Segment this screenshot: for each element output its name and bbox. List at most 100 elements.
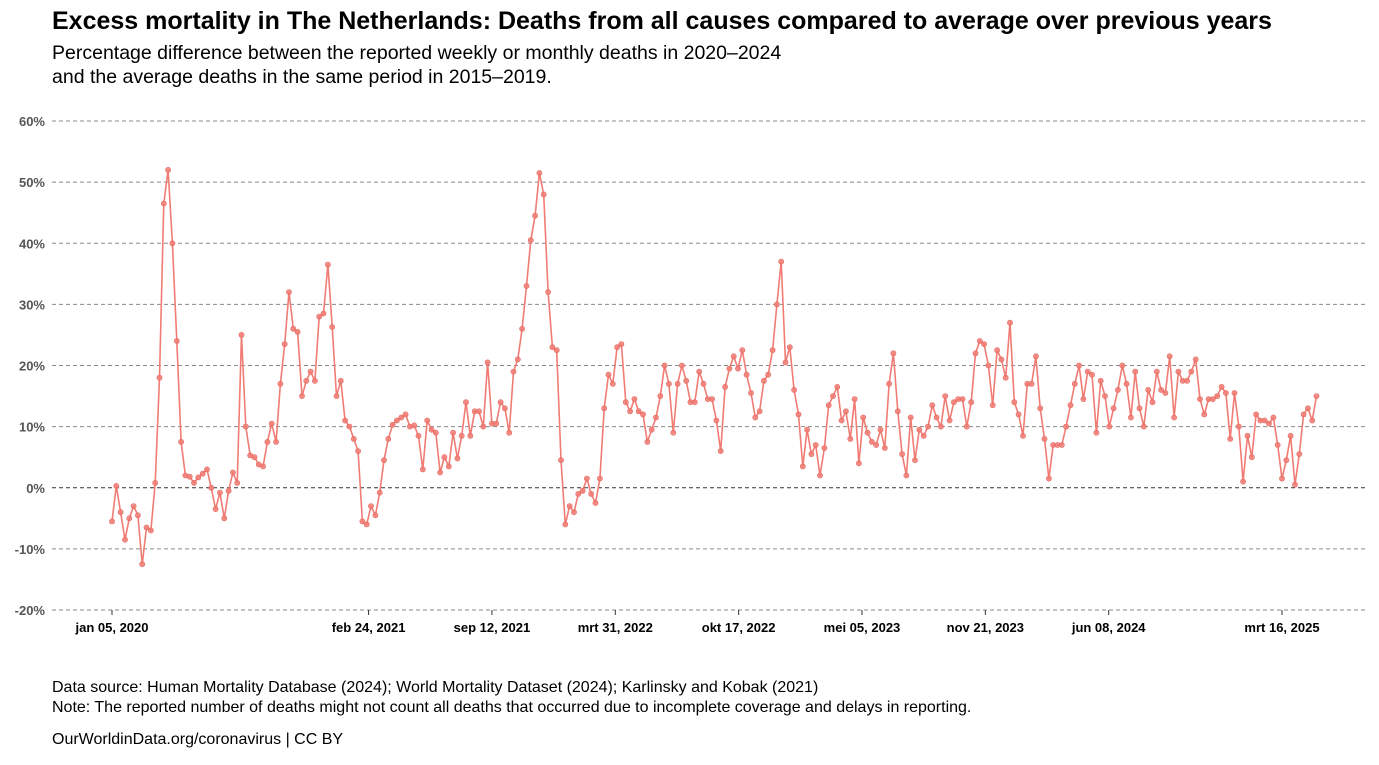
data-point[interactable]	[359, 518, 366, 525]
data-point[interactable]	[886, 380, 892, 387]
data-point[interactable]	[752, 414, 759, 421]
data-point[interactable]	[450, 429, 456, 436]
data-point[interactable]	[622, 399, 629, 406]
data-point[interactable]	[782, 359, 789, 366]
data-point[interactable]	[761, 377, 767, 384]
data-point[interactable]	[476, 408, 482, 415]
data-point[interactable]	[411, 422, 418, 429]
data-point[interactable]	[432, 429, 439, 436]
data-point[interactable]	[666, 380, 672, 387]
data-point[interactable]	[778, 258, 785, 265]
data-point[interactable]	[1235, 423, 1242, 430]
data-point[interactable]	[1253, 411, 1259, 418]
data-point[interactable]	[506, 429, 513, 436]
data-point[interactable]	[130, 503, 137, 509]
data-point[interactable]	[864, 429, 871, 436]
data-point[interactable]	[994, 347, 1000, 354]
data-point[interactable]	[916, 426, 923, 433]
data-point[interactable]	[1309, 417, 1316, 424]
data-point[interactable]	[799, 463, 806, 470]
data-point[interactable]	[1231, 390, 1238, 396]
data-point[interactable]	[363, 521, 370, 528]
data-point[interactable]	[1175, 368, 1182, 375]
data-point[interactable]	[152, 479, 159, 486]
data-point[interactable]	[299, 393, 305, 399]
data-point[interactable]	[946, 417, 953, 424]
data-point[interactable]	[346, 423, 353, 430]
data-point[interactable]	[830, 393, 836, 399]
data-point[interactable]	[907, 414, 914, 421]
data-point[interactable]	[238, 331, 245, 338]
data-point[interactable]	[368, 503, 374, 509]
data-point[interactable]	[1002, 374, 1009, 381]
data-point[interactable]	[1305, 405, 1311, 412]
data-point[interactable]	[609, 380, 616, 387]
data-point[interactable]	[225, 487, 232, 494]
data-point[interactable]	[644, 438, 651, 445]
data-point[interactable]	[838, 417, 845, 424]
data-point[interactable]	[260, 463, 266, 470]
data-point[interactable]	[329, 324, 336, 330]
data-point[interactable]	[1140, 423, 1147, 430]
data-point[interactable]	[1270, 414, 1277, 421]
data-point[interactable]	[631, 396, 638, 402]
data-point[interactable]	[376, 489, 383, 496]
data-point[interactable]	[523, 283, 530, 289]
data-point[interactable]	[717, 448, 724, 454]
data-point[interactable]	[1020, 432, 1026, 439]
data-point[interactable]	[1028, 380, 1035, 387]
data-point[interactable]	[825, 402, 832, 409]
data-point[interactable]	[216, 489, 223, 496]
data-point[interactable]	[1184, 377, 1190, 384]
data-point[interactable]	[873, 442, 880, 448]
data-point[interactable]	[817, 472, 823, 479]
data-point[interactable]	[519, 325, 525, 332]
data-point[interactable]	[743, 371, 750, 378]
data-point[interactable]	[748, 390, 754, 396]
data-point[interactable]	[683, 377, 690, 384]
data-point[interactable]	[372, 512, 379, 519]
data-point[interactable]	[109, 518, 115, 525]
data-point[interactable]	[588, 490, 595, 497]
data-point[interactable]	[1274, 442, 1281, 448]
data-point[interactable]	[1011, 399, 1018, 406]
data-point[interactable]	[890, 350, 897, 357]
data-point[interactable]	[134, 512, 141, 519]
data-point[interactable]	[277, 380, 284, 387]
data-point[interactable]	[337, 377, 344, 384]
data-point[interactable]	[640, 411, 646, 418]
data-point[interactable]	[653, 414, 659, 421]
data-point[interactable]	[691, 399, 698, 406]
data-point[interactable]	[122, 536, 128, 543]
data-point[interactable]	[679, 362, 685, 369]
data-point[interactable]	[1033, 353, 1039, 360]
data-point[interactable]	[437, 469, 443, 476]
data-point[interactable]	[981, 341, 987, 347]
data-point[interactable]	[989, 402, 996, 409]
data-point[interactable]	[920, 432, 927, 439]
data-point[interactable]	[1136, 405, 1143, 412]
data-point[interactable]	[709, 396, 715, 402]
data-point[interactable]	[186, 473, 193, 480]
data-point[interactable]	[903, 472, 910, 479]
data-point[interactable]	[1076, 362, 1082, 369]
data-point[interactable]	[1046, 475, 1052, 482]
data-point[interactable]	[1084, 368, 1091, 375]
data-point[interactable]	[1123, 380, 1130, 387]
data-point[interactable]	[657, 393, 664, 399]
data-point[interactable]	[627, 408, 633, 415]
data-point[interactable]	[484, 359, 491, 366]
data-point[interactable]	[303, 377, 310, 384]
data-point[interactable]	[942, 393, 949, 399]
data-point[interactable]	[808, 451, 815, 457]
data-point[interactable]	[540, 191, 547, 198]
data-point[interactable]	[294, 328, 301, 335]
data-point[interactable]	[925, 423, 931, 430]
data-point[interactable]	[251, 454, 258, 461]
data-point[interactable]	[756, 408, 763, 415]
data-point[interactable]	[1188, 368, 1195, 375]
data-point[interactable]	[674, 380, 681, 387]
data-point[interactable]	[1227, 435, 1234, 442]
data-point[interactable]	[493, 420, 500, 427]
data-point[interactable]	[1015, 411, 1022, 418]
